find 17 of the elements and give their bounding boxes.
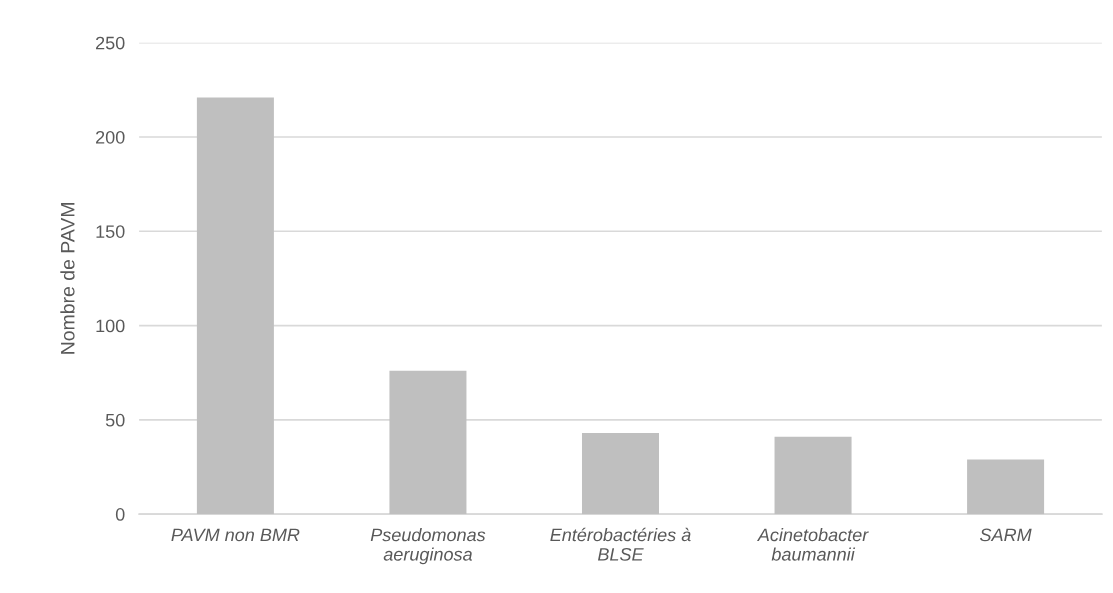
bar [967,459,1045,515]
bar [774,436,852,515]
y-tick-label: 50 [105,413,125,427]
y-axis-title: Nombre de PAVM [60,203,75,354]
bar [196,97,274,515]
y-tick-label: 150 [96,225,125,238]
y-tick-label: 250 [96,36,125,50]
bar [581,433,660,515]
y-tick-label: 0 [115,508,125,521]
bar [389,370,467,515]
y-tick-label: 100 [96,319,125,333]
x-tick-label: PAVM non BMR [171,528,300,542]
x-tick-label: SARM [980,528,1032,542]
x-tick-label: Entérobactéries à BLSE [550,527,691,561]
x-tick-label: Pseudomonas aeruginosa [370,528,486,565]
y-tick-label: 200 [96,130,125,144]
x-tick-label: Acinetobacter baumannii [756,528,869,561]
